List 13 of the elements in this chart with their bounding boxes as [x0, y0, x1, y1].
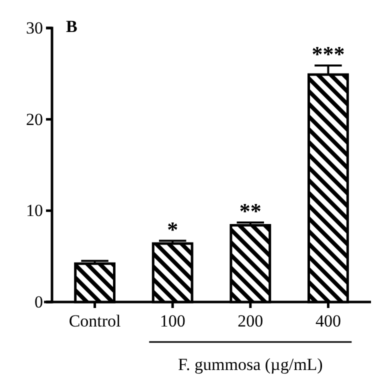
y-tick-label: 30 [26, 18, 43, 38]
x-tick-label: 200 [238, 311, 264, 330]
annotation: ** [239, 198, 262, 224]
annotation: * [167, 216, 178, 242]
y-tick-label: 20 [26, 110, 43, 129]
x-tick-label: 400 [315, 311, 341, 330]
annotation: *** [312, 41, 345, 66]
x-tick-label: Control [68, 311, 122, 330]
y-tick-label: 10 [26, 201, 43, 220]
x-axis-title: F. gummosa (µg/mL) [178, 355, 323, 374]
x-tick-label: 100 [160, 311, 186, 330]
y-tick-label: 0 [34, 292, 43, 312]
chart-title: B [66, 17, 78, 36]
